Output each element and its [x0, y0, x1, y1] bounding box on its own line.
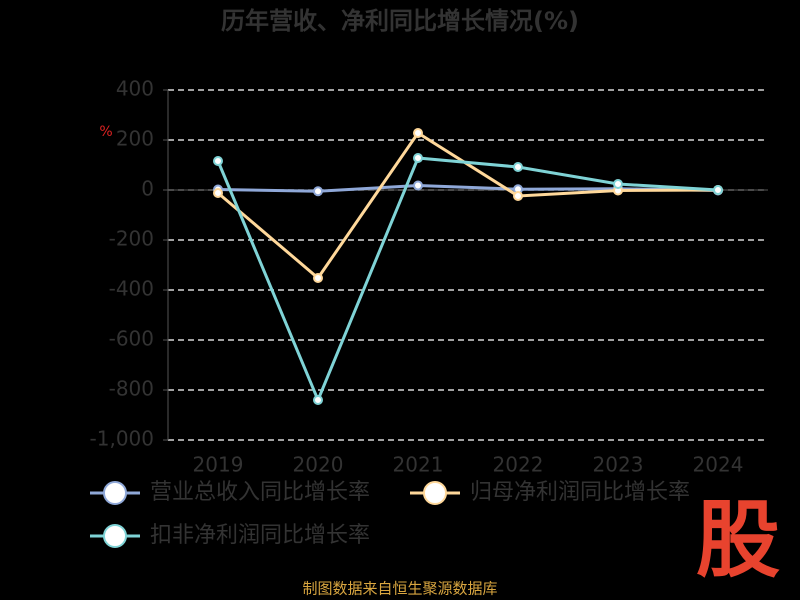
point — [213, 188, 223, 198]
point — [513, 191, 523, 201]
point — [213, 156, 223, 166]
source-note: 制图数据来自恒生聚源数据库 — [302, 580, 497, 598]
y-tick-label: 400 — [116, 77, 154, 101]
point — [713, 185, 723, 195]
y-tick-label: 200 — [116, 127, 154, 151]
y-tick-label: -400 — [109, 277, 154, 301]
point — [513, 162, 523, 172]
series-line — [216, 156, 719, 404]
chart-title: 历年营收、净利同比增长情况(%) — [221, 7, 579, 35]
y-tick-label: 0 — [141, 177, 154, 201]
y-tick-label: -1,000 — [90, 427, 154, 451]
point — [413, 153, 423, 163]
y-tick-label: -800 — [109, 377, 154, 401]
y-tick-label: -600 — [109, 327, 154, 351]
point — [413, 180, 423, 191]
series-line — [217, 130, 719, 281]
x-tick-label: 2021 — [393, 453, 444, 477]
logo: 股 — [696, 491, 780, 589]
x-tick-label: 2022 — [493, 453, 544, 477]
legend-label: 归母净利润同比增长率 — [470, 480, 690, 505]
x-tick-label: 2020 — [293, 453, 344, 477]
legend-label: 营业总收入同比增长率 — [150, 480, 370, 505]
unit-mark: % — [99, 124, 112, 140]
legend-label: 扣非净利润同比增长率 — [150, 523, 370, 548]
y-tick-label: -200 — [109, 227, 154, 251]
legend-marker — [423, 481, 447, 505]
point — [313, 273, 323, 283]
legend-marker — [103, 524, 127, 548]
point — [313, 186, 323, 197]
legend-marker — [103, 481, 127, 505]
x-tick-label: 2024 — [693, 453, 744, 477]
point — [313, 395, 323, 405]
point — [413, 128, 423, 138]
point — [613, 179, 623, 189]
x-tick-label: 2019 — [193, 453, 244, 477]
x-tick-label: 2023 — [593, 453, 644, 477]
